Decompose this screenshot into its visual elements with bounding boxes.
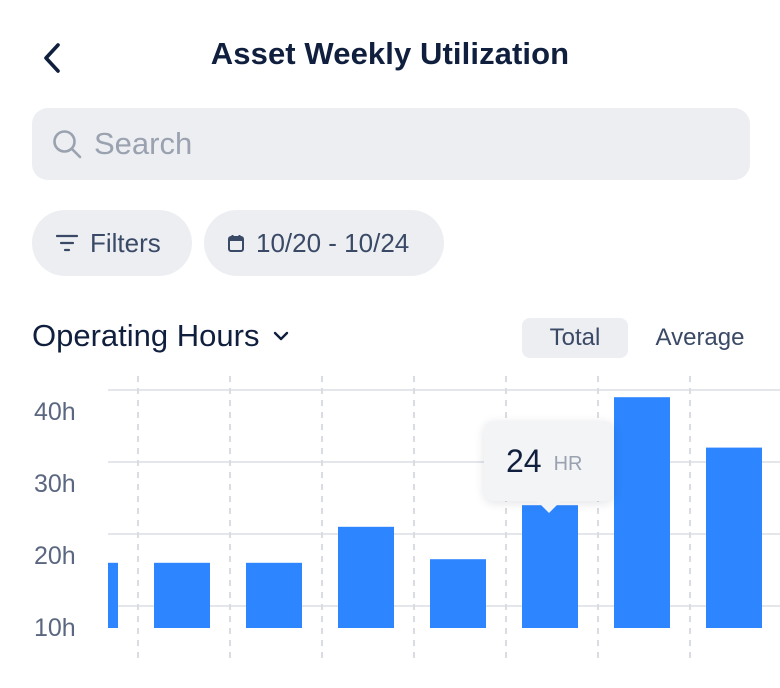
y-tick-label: 30h [34, 470, 76, 498]
metric-label: Operating Hours [32, 318, 260, 353]
operating-hours-chart [108, 376, 780, 660]
chevron-down-icon [273, 331, 289, 341]
y-tick-label: 10h [34, 614, 76, 642]
bar[interactable] [614, 397, 670, 628]
metric-dropdown[interactable]: Operating Hours [32, 318, 289, 354]
header: Asset Weekly Utilization [0, 0, 780, 112]
y-tick-label: 20h [34, 542, 76, 570]
bar[interactable] [246, 562, 302, 628]
bar[interactable] [338, 526, 394, 628]
filter-icon [56, 234, 78, 252]
bar-selected[interactable] [522, 505, 578, 628]
search-bar[interactable] [32, 108, 750, 180]
bar[interactable] [430, 559, 486, 628]
filters-label: Filters [90, 227, 161, 258]
bar[interactable] [154, 562, 210, 628]
tooltip-arrow [537, 501, 561, 513]
total-toggle[interactable]: Total [522, 318, 628, 358]
filters-button[interactable]: Filters [32, 210, 192, 276]
search-input[interactable] [94, 126, 694, 162]
date-range-label: 10/20 - 10/24 [256, 227, 410, 258]
search-icon [52, 129, 82, 159]
tooltip-value: 24 [506, 442, 542, 479]
date-range-button[interactable]: 10/20 - 10/24 [204, 210, 444, 276]
back-button[interactable] [34, 38, 70, 78]
calendar-icon [228, 234, 244, 252]
chevron-left-icon [44, 43, 60, 73]
bar-tooltip: 24 HR [484, 421, 614, 513]
bar[interactable] [706, 447, 762, 628]
y-tick-label: 40h [34, 398, 76, 426]
average-toggle[interactable]: Average [655, 324, 745, 351]
tooltip-unit: HR [553, 452, 583, 475]
page-title: Asset Weekly Utilization [210, 36, 570, 71]
bar[interactable] [108, 562, 118, 628]
